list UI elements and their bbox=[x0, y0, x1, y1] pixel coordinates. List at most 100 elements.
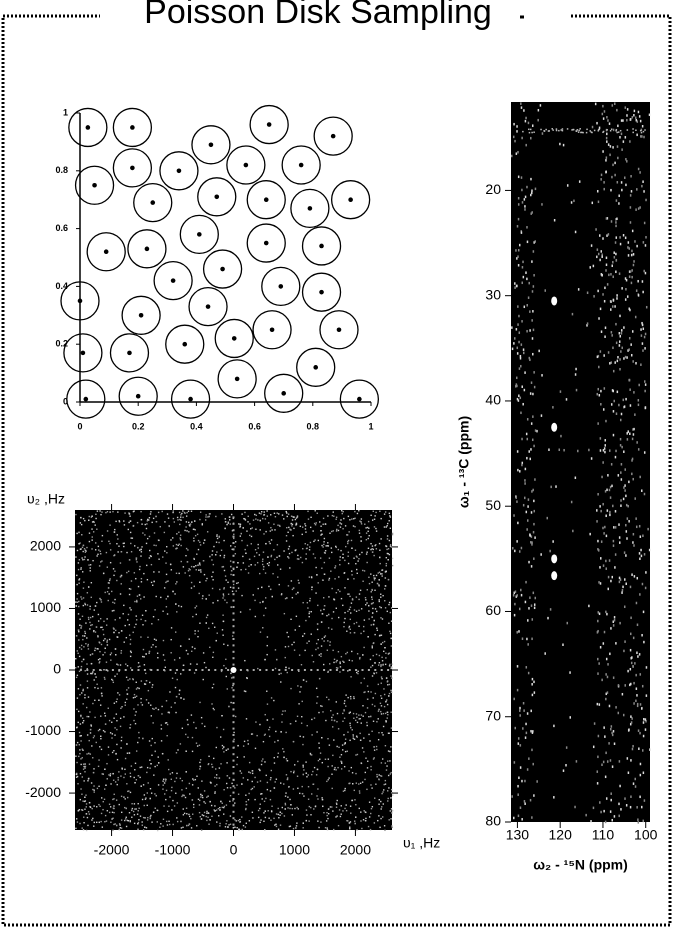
noise-dot bbox=[333, 598, 336, 601]
noise-dot bbox=[371, 647, 373, 649]
noise-dot bbox=[605, 269, 607, 272]
noise-dot bbox=[314, 539, 316, 541]
noise-dot bbox=[516, 257, 518, 260]
noise-dot bbox=[136, 599, 138, 602]
noise-dot bbox=[165, 562, 167, 564]
noise-dot bbox=[332, 754, 334, 757]
noise-dot bbox=[109, 653, 112, 656]
noise-dot bbox=[598, 703, 601, 706]
noise-dot bbox=[195, 565, 197, 567]
noise-dot bbox=[233, 537, 235, 540]
noise-dot bbox=[328, 579, 330, 581]
noise-dot bbox=[188, 638, 190, 640]
noise-dot bbox=[206, 796, 208, 798]
noise-dot bbox=[300, 664, 303, 666]
noise-dot bbox=[141, 523, 143, 525]
noise-dot bbox=[222, 595, 225, 597]
noise-dot bbox=[596, 509, 598, 512]
noise-dot bbox=[370, 812, 372, 815]
noise-dot bbox=[321, 544, 323, 547]
noise-dot bbox=[154, 793, 156, 795]
noise-dot bbox=[228, 516, 231, 518]
noise-dot bbox=[619, 335, 621, 338]
noise-dot bbox=[533, 603, 536, 606]
noise-dot bbox=[335, 518, 337, 520]
noise-dot bbox=[619, 358, 621, 361]
noise-dot bbox=[345, 545, 347, 548]
noise-dot bbox=[517, 399, 520, 402]
noise-dot bbox=[641, 684, 644, 688]
noise-dot bbox=[174, 672, 177, 674]
noise-dot bbox=[289, 567, 291, 569]
noise-dot bbox=[88, 532, 91, 534]
noise-dot bbox=[527, 121, 530, 125]
noise-dot bbox=[97, 620, 100, 622]
noise-dot bbox=[133, 708, 135, 710]
noise-dot bbox=[370, 715, 372, 718]
noise-dot bbox=[335, 661, 337, 663]
noise-dot bbox=[551, 128, 553, 130]
noise-dot bbox=[169, 669, 172, 671]
noise-dot bbox=[139, 665, 141, 667]
noise-dot bbox=[286, 515, 288, 518]
noise-dot bbox=[374, 515, 376, 517]
noise-dot bbox=[214, 810, 216, 812]
noise-dot bbox=[366, 561, 368, 564]
noise-dot bbox=[315, 522, 317, 524]
noise-dot bbox=[133, 803, 136, 805]
noise-dot bbox=[237, 587, 240, 589]
noise-dot bbox=[631, 457, 634, 461]
noise-dot bbox=[605, 256, 608, 260]
noise-dot bbox=[286, 759, 289, 762]
noise-dot bbox=[297, 760, 299, 763]
noise-dot bbox=[337, 667, 339, 669]
noise-dot bbox=[186, 719, 189, 721]
noise-dot bbox=[387, 552, 389, 555]
noise-dot bbox=[241, 828, 243, 831]
noise-dot bbox=[278, 817, 280, 819]
noise-dot bbox=[93, 821, 96, 824]
disk bbox=[191, 125, 231, 165]
noise-dot bbox=[323, 537, 326, 540]
noise-dot bbox=[232, 657, 235, 660]
noise-dot bbox=[326, 649, 329, 651]
noise-dot bbox=[639, 703, 642, 706]
noise-dot bbox=[263, 812, 265, 814]
noise-dot bbox=[114, 598, 116, 601]
noise-dot bbox=[97, 687, 99, 690]
noise-dot bbox=[325, 820, 328, 822]
noise-dot bbox=[525, 143, 527, 147]
noise-dot bbox=[601, 475, 603, 479]
noise-dot bbox=[386, 703, 389, 706]
noise-dot bbox=[370, 514, 372, 517]
noise-dot bbox=[590, 244, 593, 247]
noise-dot bbox=[597, 387, 599, 391]
point bbox=[234, 376, 240, 382]
noise-dot bbox=[287, 807, 289, 809]
noise-dot bbox=[215, 639, 217, 642]
noise-dot bbox=[245, 800, 247, 803]
noise-dot bbox=[590, 457, 593, 460]
noise-dot bbox=[223, 751, 225, 753]
noise-dot bbox=[128, 588, 131, 590]
noise-dot bbox=[390, 691, 393, 694]
noise-dot bbox=[261, 511, 263, 513]
noise-dot bbox=[633, 391, 635, 394]
noise-dot bbox=[576, 129, 579, 131]
noise-dot bbox=[616, 217, 618, 221]
noise-dot bbox=[106, 762, 108, 765]
noise-dot bbox=[336, 745, 338, 748]
noise-dot bbox=[391, 792, 393, 794]
noise-dot bbox=[618, 760, 621, 763]
noise-dot bbox=[76, 761, 78, 764]
noise-dot bbox=[276, 756, 279, 758]
noise-dot bbox=[283, 815, 286, 817]
noise-dot bbox=[312, 530, 314, 532]
noise-dot bbox=[562, 643, 564, 646]
noise-dot bbox=[84, 697, 86, 699]
noise-dot bbox=[627, 771, 630, 775]
noise-dot bbox=[289, 825, 292, 827]
noise-dot bbox=[387, 750, 390, 752]
noise-dot bbox=[205, 516, 207, 518]
noise-dot bbox=[120, 652, 122, 654]
